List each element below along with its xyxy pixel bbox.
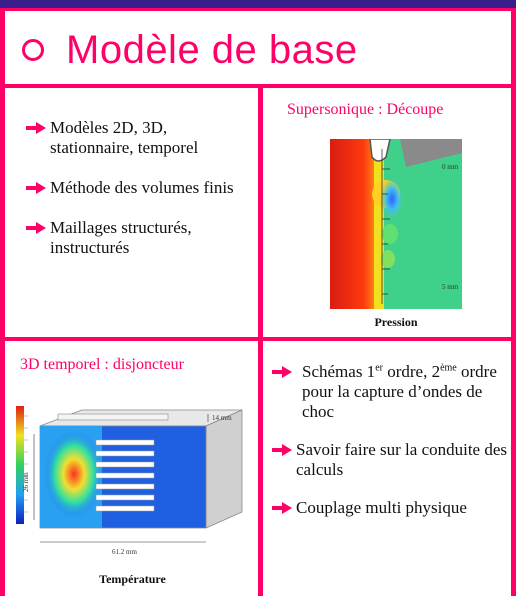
temperature-simulation-image: 14 mm 26 mm 61.2 mm (12, 404, 252, 572)
list-item: Savoir faire sur la conduite des calculs (272, 440, 508, 480)
list-item: Maillages structurés, instructurés (26, 218, 251, 258)
dim-label-right: 14 mm (212, 414, 232, 422)
arrow-right-icon (26, 218, 50, 238)
list-item-text: Modèles 2D, 3D, stationnaire, temporel (50, 118, 199, 157)
title-divider (0, 84, 516, 88)
page-title: Modèle de base (66, 27, 358, 72)
list-item: Méthode des volumes finis (26, 178, 251, 198)
dim-label-left: 26 mm (22, 472, 30, 492)
dim-label-bottom: 61.2 mm (112, 548, 137, 556)
numerics-list: Schémas 1er ordre, 2ème ordre pour la ca… (272, 362, 508, 518)
frame-right-border (511, 8, 516, 596)
list-item-text: Schémas 1er ordre, 2ème ordre pour la ca… (302, 362, 497, 421)
pressure-caption: Pression (374, 315, 418, 329)
scale-label-bottom: 5 mm (442, 283, 459, 291)
list-item: Schémas 1er ordre, 2ème ordre pour la ca… (272, 362, 508, 422)
list-item: Couplage multi physique (272, 498, 508, 518)
list-item: Modèles 2D, 3D, stationnaire, temporel (26, 118, 251, 158)
list-item-text: Couplage multi physique (296, 498, 467, 517)
transient-heading: 3D temporel : disjoncteur (20, 356, 184, 373)
supersonic-heading: Supersonique : Découpe (287, 101, 444, 118)
title-row: Modèle de base (22, 18, 358, 82)
list-item-text: Savoir faire sur la conduite des calculs (296, 440, 508, 479)
arrow-right-icon (26, 118, 50, 138)
center-divider (258, 88, 263, 596)
title-bullet-icon (22, 39, 44, 61)
arrow-right-icon (26, 178, 50, 198)
top-bar (0, 0, 516, 8)
frame-top-border (0, 8, 516, 11)
arrow-right-icon (272, 498, 296, 518)
list-item-text: Maillages structurés, instructurés (50, 218, 192, 257)
frame-left-border (0, 8, 5, 596)
scale-label-top: 0 mm (442, 163, 459, 171)
model-features-list: Modèles 2D, 3D, stationnaire, temporel M… (26, 118, 251, 258)
arrow-right-icon (272, 440, 296, 460)
arrow-right-icon (272, 362, 302, 382)
temperature-caption: Température (99, 572, 166, 586)
pressure-simulation-image: 0 mm 5 mm (330, 139, 462, 309)
list-item-text: Méthode des volumes finis (50, 178, 234, 197)
